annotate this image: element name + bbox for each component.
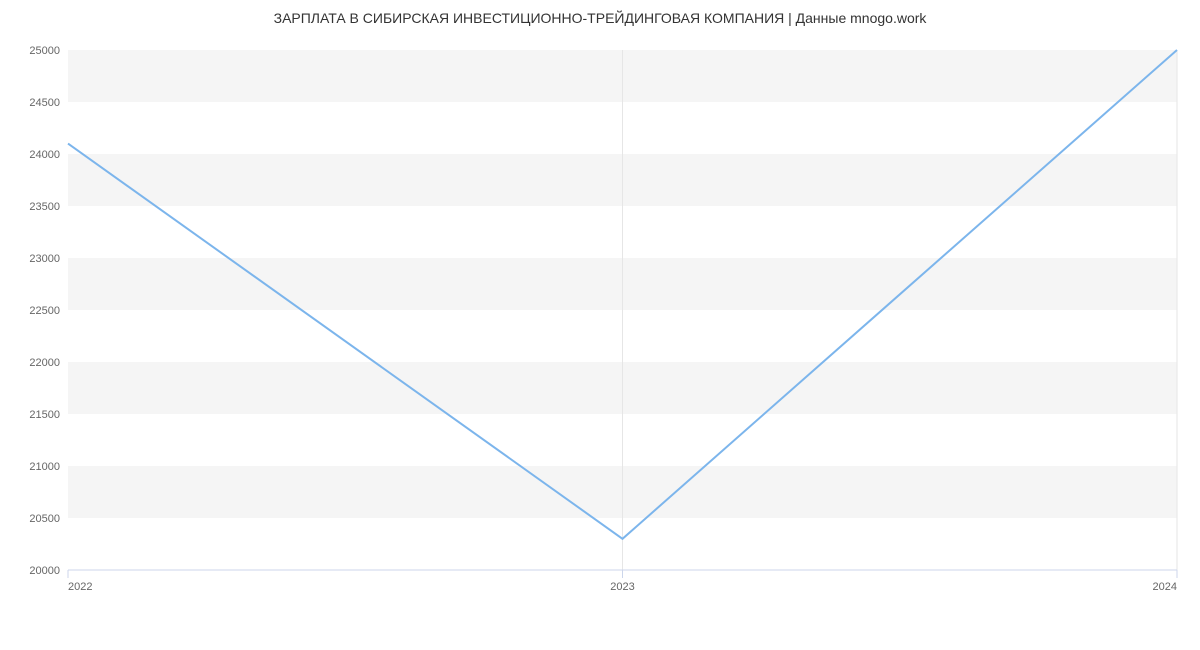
svg-text:2022: 2022 [68, 581, 92, 593]
svg-text:2024: 2024 [1153, 581, 1177, 593]
svg-text:23000: 23000 [29, 253, 60, 265]
svg-text:24000: 24000 [29, 149, 60, 161]
svg-text:21000: 21000 [29, 461, 60, 473]
svg-text:24500: 24500 [29, 97, 60, 109]
svg-text:21500: 21500 [29, 409, 60, 421]
chart-title: ЗАРПЛАТА В СИБИРСКАЯ ИНВЕСТИЦИОННО-ТРЕЙД… [0, 10, 1200, 26]
svg-text:25000: 25000 [29, 45, 60, 57]
chart-svg: 20000 20500 21000 21500 22000 22500 23000 23500… [0, 0, 1200, 650]
svg-text:20500: 20500 [29, 513, 60, 525]
svg-text:23500: 23500 [29, 201, 60, 213]
svg-text:22000: 22000 [29, 357, 60, 369]
svg-text:2023: 2023 [610, 581, 634, 593]
salary-chart: ЗАРПЛАТА В СИБИРСКАЯ ИНВЕСТИЦИОННО-ТРЕЙД… [0, 0, 1200, 650]
svg-text:22500: 22500 [29, 305, 60, 317]
svg-text:20000: 20000 [29, 565, 60, 577]
